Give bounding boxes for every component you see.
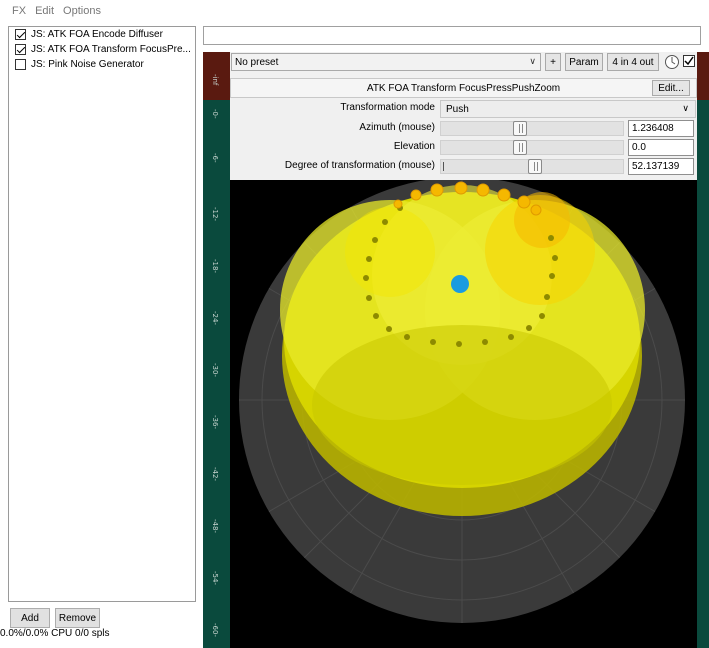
param-label: Transformation mode <box>340 102 435 113</box>
preset-select[interactable]: No preset ∨ <box>231 53 541 71</box>
bypass-checkbox[interactable] <box>683 55 695 67</box>
pin-icon[interactable] <box>664 54 680 70</box>
preset-row: No preset ∨ + Param 4 in 4 out <box>230 52 697 72</box>
focus-point-handle[interactable] <box>451 275 469 293</box>
remove-button[interactable]: Remove <box>55 608 100 628</box>
elevation-value-field[interactable]: 0.0 <box>628 139 694 156</box>
meter-label: -60- <box>211 623 219 637</box>
azimuth-slider[interactable] <box>440 121 624 136</box>
meter-label: -12- <box>211 207 219 221</box>
meter-clip-indicator <box>697 52 709 100</box>
mode-value: Push <box>446 103 469 115</box>
plugin-title: ATK FOA Transform FocusPressPushZoom <box>366 82 561 94</box>
transform-lobe <box>280 185 645 516</box>
transformation-mode-select[interactable]: Push ∨ <box>440 100 696 118</box>
param-button[interactable]: Param <box>565 53 603 71</box>
slider-thumb[interactable] <box>513 140 527 155</box>
menu-options[interactable]: Options <box>63 5 101 17</box>
meter-label: -48- <box>211 519 219 533</box>
meter-clip-indicator <box>203 52 230 100</box>
add-preset-button[interactable]: + <box>545 53 561 71</box>
fx-item-label: JS: Pink Noise Generator <box>31 59 144 70</box>
param-label: Elevation <box>393 141 435 152</box>
fx-item-encode-diffuser[interactable]: JS: ATK FOA Encode Diffuser <box>9 27 195 42</box>
meter-label: -24- <box>211 311 219 325</box>
meter-label: -30- <box>211 363 219 377</box>
meter-label: -36- <box>211 415 219 429</box>
fx-item-pink-noise[interactable]: JS: Pink Noise Generator <box>9 57 195 72</box>
param-row-elevation: Elevation 0.0 <box>230 138 697 157</box>
menu-fx[interactable]: FX <box>12 5 27 17</box>
menu-edit[interactable]: Edit <box>35 5 55 17</box>
meter-label: -18- <box>211 259 219 273</box>
chevron-down-icon: ∨ <box>682 103 689 113</box>
preset-value: No preset <box>235 56 279 68</box>
fx-enable-checkbox[interactable] <box>15 59 26 70</box>
top-markers <box>393 181 542 216</box>
param-row-azimuth: Azimuth (mouse) 1.236408 <box>230 119 697 138</box>
output-meter <box>697 52 709 648</box>
elevation-slider[interactable] <box>440 140 624 155</box>
fx-enable-checkbox[interactable] <box>15 44 26 55</box>
fx-chain-list[interactable]: JS: ATK FOA Encode Diffuser JS: ATK FOA … <box>8 26 196 602</box>
meter-label: -6- <box>211 153 219 163</box>
meter-label: -inf <box>211 74 219 86</box>
slider-thumb[interactable] <box>528 159 542 174</box>
param-label: Azimuth (mouse) <box>359 122 435 133</box>
fx-enable-checkbox[interactable] <box>15 29 26 40</box>
param-label: Degree of transformation (mouse) <box>284 160 435 171</box>
top-field[interactable] <box>203 26 701 45</box>
slider-thumb[interactable] <box>513 121 527 136</box>
io-routing-button[interactable]: 4 in 4 out <box>607 53 659 71</box>
fx-item-transform[interactable]: JS: ATK FOA Transform FocusPre... <box>9 42 195 57</box>
fx-item-label: JS: ATK FOA Encode Diffuser <box>31 29 163 40</box>
edit-button[interactable]: Edit... <box>652 80 690 96</box>
param-row-mode: Transformation mode Push ∨ <box>230 99 697 118</box>
plugin-panel: No preset ∨ + Param 4 in 4 out ATK FOA T… <box>230 52 697 648</box>
ring-markers <box>363 205 558 347</box>
plugin-title-bar: ATK FOA Transform FocusPressPushZoom Edi… <box>230 78 697 98</box>
menu-bar: FX Edit Options <box>0 0 709 22</box>
meter-label: -54- <box>211 571 219 585</box>
meter-label: -42- <box>211 467 219 481</box>
soundfield-display[interactable] <box>230 177 697 648</box>
soundfield-svg[interactable] <box>230 177 697 648</box>
azimuth-value-field[interactable]: 1.236408 <box>628 120 694 137</box>
chevron-down-icon: ∨ <box>529 56 536 66</box>
fx-item-label: JS: ATK FOA Transform FocusPre... <box>31 44 191 55</box>
degree-slider[interactable] <box>440 159 624 174</box>
degree-value-field[interactable]: 52.137139 <box>628 158 694 175</box>
input-meter: -inf -0- -6- -12- -18- -24- -30- -36- -4… <box>203 52 230 648</box>
meter-label: -0- <box>211 109 219 119</box>
add-button[interactable]: Add <box>10 608 50 628</box>
param-row-degree: Degree of transformation (mouse) 52.1371… <box>230 157 697 176</box>
checkmark-icon <box>684 56 694 66</box>
slider-tick <box>443 162 444 171</box>
cpu-status: 0.0%/0.0% CPU 0/0 spls <box>0 628 110 639</box>
